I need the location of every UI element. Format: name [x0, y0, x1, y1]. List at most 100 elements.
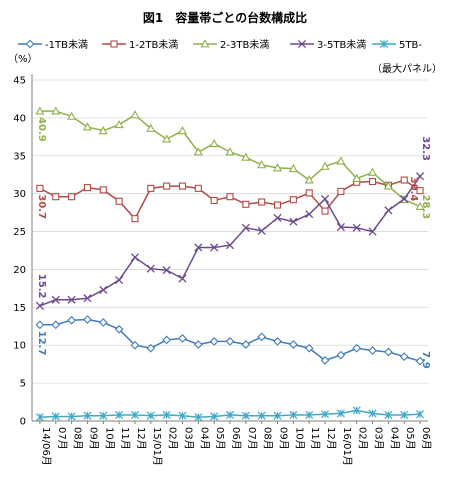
data-label: 15.2: [36, 274, 47, 299]
x-tick-label: 04月: [198, 427, 210, 450]
data-point: [273, 213, 282, 222]
data-point: [178, 182, 187, 190]
data-point: [147, 184, 155, 192]
y-tick-label: 35: [13, 151, 26, 162]
data-point: [110, 40, 118, 48]
data-point: [35, 320, 45, 330]
data-point: [67, 295, 76, 304]
data-point: [352, 343, 362, 353]
data-point: [51, 320, 61, 330]
x-tick-label: 08月: [72, 427, 84, 450]
data-point: [289, 217, 298, 226]
data-point: [82, 122, 92, 131]
data-label: 40.9: [36, 117, 47, 142]
y-tick-label: 20: [13, 265, 26, 276]
series-line: [35, 406, 425, 422]
data-point: [146, 123, 156, 132]
data-point: [241, 152, 251, 161]
data-point: [178, 334, 187, 343]
data-point: [115, 197, 123, 205]
legend: -1TB未満 1-2TB未満 2-3TB未満 3-5TB未満 5TB-: [18, 39, 422, 51]
data-point: [242, 200, 250, 208]
x-tick-label: 09月: [278, 427, 290, 450]
series-line: [36, 176, 424, 223]
data-point: [162, 410, 171, 419]
y-tick-label: 15: [13, 303, 26, 314]
data-point: [241, 223, 250, 232]
x-tick-label: 03月: [182, 427, 194, 450]
data-point: [337, 187, 345, 195]
x-tick-label: 10月: [103, 427, 115, 450]
data-point: [336, 222, 345, 232]
data-point: [35, 106, 45, 115]
chart-title: 図1 容量帯ごとの台数構成比: [143, 10, 307, 25]
x-tick-label: 06月: [420, 427, 432, 450]
data-point: [67, 412, 76, 421]
legend-item: 3-5TB未満: [290, 39, 366, 51]
data-point: [83, 294, 92, 303]
data-point: [352, 406, 361, 415]
data-point: [273, 337, 282, 346]
legend-item: 1-2TB未満: [102, 39, 178, 51]
y-tick-label: 30: [13, 189, 26, 200]
x-tick-label: 05月: [404, 427, 416, 450]
data-point: [99, 411, 108, 420]
x-tick-label: 09月: [87, 427, 99, 450]
data-point: [225, 241, 235, 250]
data-point: [178, 274, 187, 283]
data-point: [400, 410, 409, 419]
data-point: [162, 335, 172, 345]
data-point: [115, 275, 124, 285]
x-tick-label: 11月: [309, 427, 321, 450]
data-point: [384, 206, 393, 215]
y-tick-label: 40: [13, 113, 26, 124]
data-point: [177, 126, 188, 135]
data-point: [305, 189, 313, 197]
data-point: [146, 343, 156, 353]
data-point: [162, 266, 171, 275]
x-tick-label: 11月: [119, 427, 131, 450]
legend-label: 3-5TB未満: [317, 39, 366, 51]
data-point: [130, 410, 139, 419]
data-point: [416, 410, 425, 419]
x-tick-label: 05月: [214, 427, 226, 450]
y-tick-label: 10: [13, 341, 26, 352]
data-point: [416, 172, 425, 181]
data-point: [415, 356, 425, 366]
y-tick-label: 5: [20, 379, 26, 390]
data-point: [400, 176, 408, 184]
legend-item: 2-3TB未満: [193, 39, 269, 51]
data-point: [304, 343, 314, 353]
data-point: [67, 111, 77, 120]
data-point: [321, 207, 329, 215]
y-tick-label: 25: [13, 227, 26, 238]
data-point: [51, 106, 61, 115]
data-point: [241, 340, 251, 349]
data-point: [163, 182, 171, 190]
data-point: [368, 346, 377, 355]
data-point: [36, 184, 44, 192]
data-point: [273, 411, 282, 420]
data-point: [98, 318, 108, 327]
legend-item: 5TB-: [372, 39, 422, 51]
data-point: [304, 175, 314, 184]
legend-label: -1TB未満: [45, 39, 88, 51]
data-point: [114, 324, 124, 334]
x-tick-label: 16/01月: [341, 427, 353, 466]
data-point: [289, 410, 298, 419]
data-point: [209, 138, 219, 148]
data-point: [352, 173, 362, 182]
data-point: [35, 413, 44, 422]
data-point: [416, 187, 424, 195]
data-labels: 12.7 7.9 30.7 30.4 40.9 28.3 15.2 32.3: [36, 117, 431, 369]
data-point: [400, 194, 409, 204]
data-point: [200, 39, 210, 48]
data-point: [225, 410, 235, 419]
data-point: [321, 410, 330, 419]
data-point: [305, 410, 314, 419]
data-point: [83, 411, 92, 420]
data-point: [193, 147, 203, 156]
